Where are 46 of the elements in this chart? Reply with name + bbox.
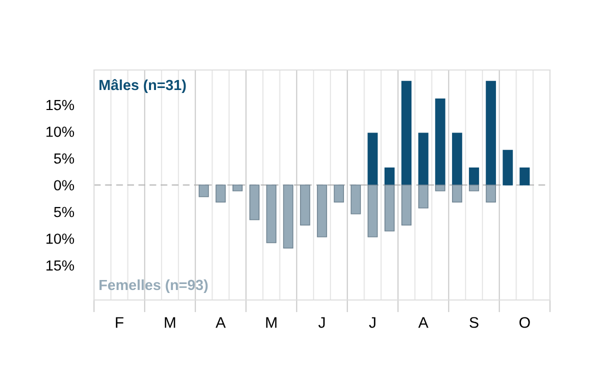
text: Femelles (n=93) — [100, 279, 208, 293]
x-tick-label: F — [116, 317, 124, 328]
bar — [452, 132, 462, 186]
bar — [418, 132, 428, 186]
bar — [468, 167, 480, 186]
bar — [350, 184, 361, 214]
bar — [384, 167, 395, 186]
bar — [368, 132, 378, 186]
bar — [232, 184, 243, 192]
bar — [435, 98, 446, 186]
x-tick-label: A — [216, 317, 226, 328]
x-tick-label: M — [266, 317, 276, 328]
bar — [435, 184, 446, 192]
x-tick-label: M — [164, 317, 176, 328]
x-tick-label: J — [369, 317, 376, 328]
bar — [283, 184, 294, 249]
bar — [266, 184, 276, 244]
bar — [334, 184, 344, 203]
y-tick-label: 5% — [54, 153, 74, 164]
y-tick-label: 15% — [46, 100, 74, 110]
bar — [401, 80, 412, 186]
bar — [368, 184, 378, 238]
x-tick-label: S — [470, 317, 478, 328]
bar — [249, 184, 260, 220]
x-tick-label: J — [318, 317, 325, 328]
x-tick-label: O — [519, 317, 530, 328]
bar — [452, 184, 462, 203]
text: Mâles (n=31) — [100, 79, 186, 94]
y-tick-label: 5% — [54, 206, 74, 218]
bar — [316, 184, 328, 238]
y-tick-label: 10% — [46, 126, 74, 137]
bar — [468, 184, 480, 192]
bar — [502, 150, 513, 186]
bar — [418, 184, 428, 208]
bar — [198, 184, 209, 198]
bar — [486, 80, 496, 186]
y-tick-label: 15% — [46, 260, 74, 271]
x-tick-label: A — [418, 317, 428, 328]
bar — [300, 184, 310, 226]
bar — [486, 184, 496, 203]
y-tick-label: 0% — [54, 180, 74, 190]
bar — [384, 184, 395, 232]
bar — [401, 184, 412, 226]
bar — [520, 167, 530, 186]
y-tick-label: 10% — [46, 234, 74, 244]
bar — [216, 184, 226, 203]
